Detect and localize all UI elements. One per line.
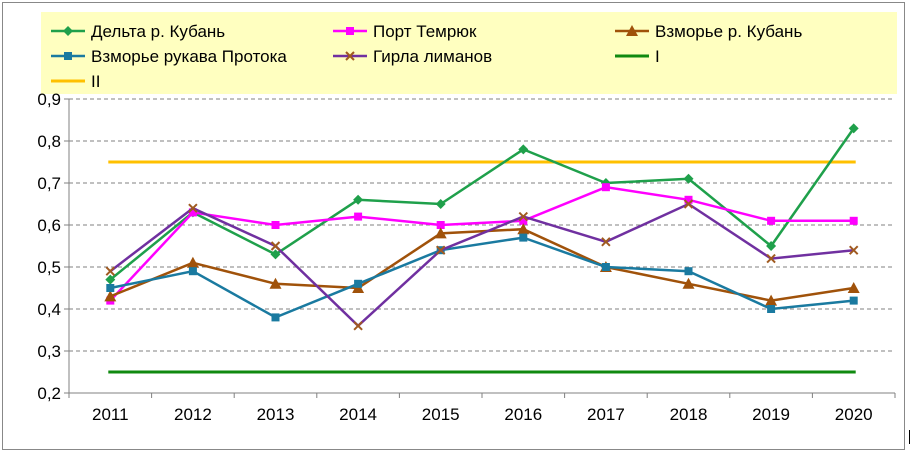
data-point	[683, 199, 694, 209]
data-point	[271, 313, 280, 322]
data-point	[518, 144, 529, 155]
legend-marker	[626, 25, 638, 36]
data-point	[434, 227, 447, 239]
data-point	[105, 266, 116, 276]
data-point	[354, 212, 363, 221]
data-point	[106, 284, 115, 292]
legend-label: Взморье рукава Протока	[91, 47, 287, 66]
data-point	[518, 211, 529, 222]
y-tick-label: 0,6	[37, 216, 61, 235]
data-point	[188, 208, 197, 217]
data-point	[353, 321, 363, 331]
data-point	[766, 241, 777, 251]
series-line	[109, 127, 855, 281]
legend-marker	[63, 26, 73, 36]
legend-label: Взморье р. Кубань	[655, 22, 802, 41]
legend-marker	[345, 51, 355, 61]
series-line	[109, 185, 854, 302]
data-point	[848, 245, 859, 255]
y-tick-label: 0,5	[37, 258, 61, 277]
x-tick-label: 2015	[422, 405, 460, 424]
data-point	[104, 290, 117, 302]
data-point	[519, 216, 528, 225]
y-tick-label: 0,7	[37, 174, 61, 193]
data-point	[767, 305, 776, 313]
data-point	[353, 194, 364, 205]
data-point	[105, 274, 116, 285]
x-tick-label: 2013	[257, 405, 295, 424]
grid	[69, 98, 895, 352]
data-point	[269, 277, 282, 289]
legend-marker	[64, 52, 72, 60]
legend-item: Взморье р. Кубань	[615, 22, 802, 41]
legend-marker	[346, 27, 354, 35]
legend-item: Порт Темрюк	[333, 22, 477, 41]
data-point	[765, 294, 778, 306]
y-tick-label: 0,3	[37, 342, 61, 361]
data-point	[601, 183, 610, 192]
data-point	[849, 296, 858, 305]
y-tick-label: 0,9	[37, 90, 61, 109]
legend-item: I	[615, 47, 660, 66]
data-point	[186, 256, 199, 268]
data-point	[271, 221, 280, 229]
legend-label: Дельта р. Кубань	[91, 22, 225, 41]
data-point	[519, 233, 528, 242]
legend-label: II	[91, 72, 100, 91]
x-tick-label: 2011	[92, 405, 129, 424]
data-point	[601, 237, 611, 247]
x-tick-label: 2018	[670, 405, 708, 424]
data-point	[436, 221, 445, 229]
legend-item: Дельта р. Кубань	[51, 22, 225, 41]
series-group	[104, 123, 860, 331]
data-point	[601, 263, 610, 271]
data-point	[684, 195, 693, 204]
data-point	[270, 241, 281, 251]
y-tick-label: 0,4	[37, 300, 61, 319]
data-point	[767, 216, 776, 225]
data-point	[849, 216, 858, 225]
x-tick-label: 2017	[587, 405, 625, 424]
chart-frame: Дельта р. Кубань Порт Темрюк Взморье р. Ку…	[2, 2, 905, 450]
x-tick-label: 2020	[835, 405, 873, 424]
legend-item: Взморье рукава Протока	[51, 47, 287, 66]
legend-item: II	[51, 72, 100, 91]
legend-label: Порт Темрюк	[373, 22, 477, 41]
data-point	[354, 279, 363, 288]
y-tick-label: 0,2	[37, 384, 61, 403]
x-tick-label: 2019	[752, 405, 790, 424]
data-point	[270, 249, 281, 260]
data-point	[766, 253, 776, 264]
data-point	[188, 203, 198, 213]
data-point	[682, 277, 695, 289]
data-point	[188, 267, 197, 276]
legend-item: Гирла лиманов	[333, 47, 492, 66]
x-tick-label: 2016	[504, 405, 542, 424]
data-point	[848, 123, 859, 134]
line-chart: Дельта р. Кубань Порт Темрюк Взморье р. Ку…	[37, 12, 897, 424]
data-point	[517, 223, 530, 235]
data-point	[435, 199, 446, 209]
y-tick-label: 0,8	[37, 132, 61, 151]
x-tick-label: 2014	[339, 405, 377, 424]
x-tick-label: 2012	[174, 405, 212, 424]
reference-lines	[108, 160, 856, 374]
data-point	[683, 173, 694, 184]
series-line	[110, 236, 854, 319]
x-axis: 2011 2012 2013 2014 2015 2016 2017 2018 2019 2020	[68, 392, 896, 424]
data-point	[847, 282, 860, 293]
data-point	[435, 245, 446, 255]
edge-mark	[909, 430, 910, 444]
data-point	[684, 267, 693, 276]
legend-label: Гирла лиманов	[373, 47, 492, 66]
series-line	[109, 202, 854, 328]
series-line	[109, 227, 854, 302]
legend-label: I	[655, 47, 660, 66]
y-axis: 0,2 0,3 0,4 0,5 0,6 0,7 0,8 0,9	[37, 90, 70, 403]
legend-background	[41, 12, 897, 94]
legend: Дельта р. Кубань Порт Темрюк Взморье р. Ку…	[51, 22, 802, 91]
